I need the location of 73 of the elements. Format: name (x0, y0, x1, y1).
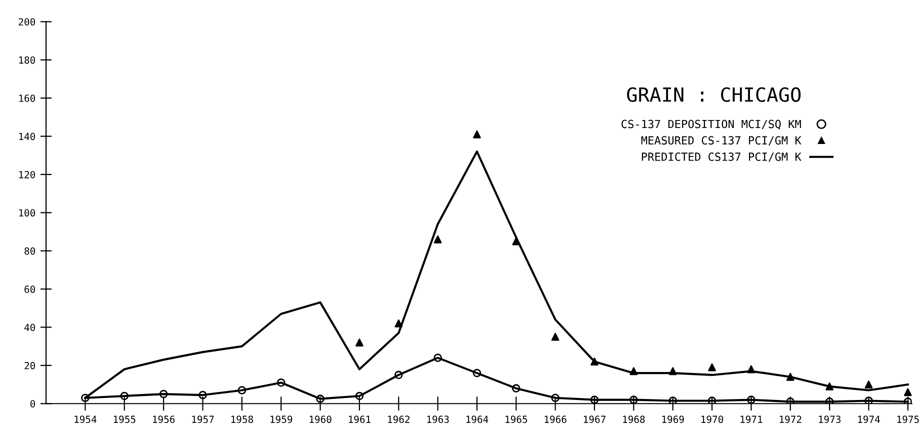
legend-label: MEASURED CS-137 PCI/GM K (641, 136, 802, 146)
legend-label: CS-137 DEPOSITION MCI/SQ KM (622, 120, 801, 130)
x-tick-label: 1974 (858, 416, 880, 424)
point (786, 372, 794, 381)
point (904, 388, 912, 396)
point (826, 382, 834, 390)
x-tick-label: 1964 (466, 416, 488, 424)
x-tick-label: 1961 (348, 416, 370, 424)
x-tick-label: 1971 (740, 416, 762, 424)
x-tick-label: 1973 (818, 416, 840, 424)
point (355, 392, 364, 400)
point (198, 390, 207, 400)
x-tick-label: 1975 (897, 416, 919, 424)
point (551, 332, 560, 341)
point (668, 367, 677, 376)
point (904, 398, 912, 404)
x-tick-label: 1954 (74, 416, 96, 424)
x-tick-label: 1968 (623, 416, 645, 424)
y-tick-label: 160 (19, 94, 36, 102)
point (786, 398, 795, 404)
x-tick-label: 1970 (701, 416, 724, 424)
point (825, 398, 834, 404)
point (473, 130, 481, 138)
point (551, 394, 560, 402)
x-tick-label: 1966 (544, 416, 566, 424)
point (394, 370, 403, 380)
y-tick-label: 20 (24, 362, 36, 370)
y-tick-label: 80 (24, 247, 36, 255)
x-tick-label: 1965 (506, 416, 528, 424)
point (708, 363, 716, 372)
point (512, 384, 520, 393)
point (472, 368, 482, 378)
point (394, 319, 403, 328)
point (747, 365, 756, 374)
x-tick-label: 1962 (388, 416, 410, 424)
y-tick-label: 120 (19, 170, 36, 178)
point (590, 396, 599, 404)
text: GRAIN : CHICAGO (627, 87, 801, 102)
y-tick-label: 140 (19, 132, 36, 140)
y-tick-label: 60 (24, 286, 36, 293)
x-tick-label: 1959 (270, 416, 292, 424)
point (120, 392, 129, 400)
point (355, 338, 364, 346)
point (276, 378, 286, 387)
point (668, 396, 677, 404)
point (316, 394, 324, 404)
y-tick-label: 200 (18, 18, 36, 26)
point (159, 390, 168, 398)
x-tick-label: 1963 (427, 416, 449, 424)
y-tick-label: 40 (24, 324, 36, 332)
x-tick-label: 1972 (780, 416, 802, 424)
point (864, 380, 873, 388)
point (434, 354, 442, 362)
legend-label: PREDICTED CS137 PCI/GM K (642, 152, 802, 162)
point (629, 396, 638, 404)
point (708, 396, 716, 404)
x-tick-label: 1969 (662, 416, 684, 424)
x-tick-label: 1956 (153, 416, 175, 424)
point (238, 386, 246, 394)
x-tick-label: 1957 (192, 416, 214, 424)
point (864, 396, 873, 404)
point (630, 367, 638, 376)
x-tick-label: 1960 (310, 416, 332, 424)
point (747, 396, 756, 404)
x-tick-label: 1955 (114, 416, 136, 424)
point (590, 358, 598, 366)
x-tick-label: 1958 (231, 416, 254, 424)
x-tick-label: 1967 (584, 416, 606, 424)
point (434, 235, 442, 244)
y-tick-label: 100 (19, 209, 36, 217)
y-tick-label: 180 (19, 56, 36, 64)
y-tick-label: 0 (30, 400, 36, 408)
point (81, 394, 90, 402)
